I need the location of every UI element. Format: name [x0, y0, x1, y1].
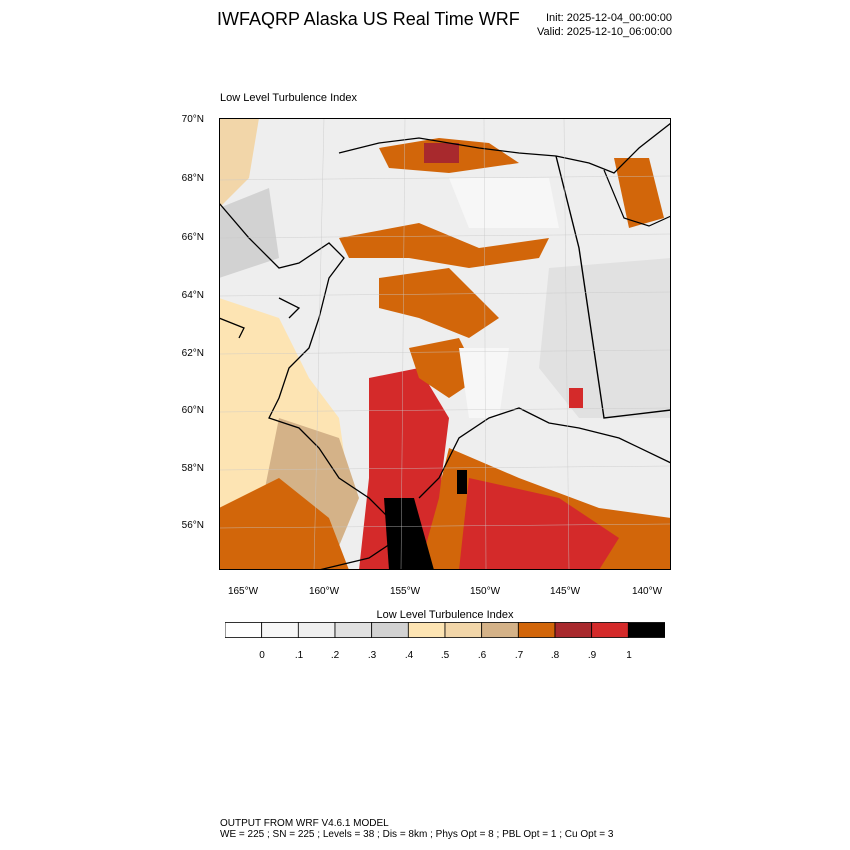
colorbar-label: .8	[550, 650, 560, 661]
colorbar-swatch	[334, 622, 373, 638]
red-spot-east	[569, 388, 583, 408]
colorbar-swatch	[261, 622, 299, 638]
tan-region-nw	[219, 118, 259, 208]
colorbar-swatch	[554, 622, 593, 638]
colorbar-swatch	[517, 622, 556, 638]
colorbar-label: 0	[259, 650, 265, 661]
colorbar-swatch	[591, 622, 629, 638]
black-spot	[457, 470, 467, 494]
colorbar-swatch	[225, 622, 263, 638]
colorbar-label: .5	[440, 650, 450, 661]
lat-label: 62°N	[181, 348, 204, 359]
footer-config: WE = 225 ; SN = 225 ; Levels = 38 ; Dis …	[220, 829, 614, 840]
orange-streak-yukon	[614, 158, 664, 228]
colorbar-swatch	[444, 622, 483, 638]
colorbar-label: .3	[367, 650, 377, 661]
lon-label: 165°W	[227, 586, 259, 597]
init-time: Init: 2025-12-04_00:00:00	[546, 12, 672, 24]
light-patch-central	[459, 348, 509, 418]
colorbar-label: .7	[514, 650, 524, 661]
colorbar-label: .9	[587, 650, 597, 661]
border-line-yukon-nwt	[603, 169, 671, 227]
turbulence-map	[219, 118, 671, 570]
colorbar-swatch	[297, 622, 336, 638]
map-frame	[219, 118, 671, 570]
lon-label: 160°W	[308, 586, 340, 597]
lat-label: 60°N	[181, 405, 204, 416]
lat-label: 64°N	[181, 290, 204, 301]
black-max-region	[384, 498, 434, 570]
colorbar-label: .2	[330, 650, 340, 661]
graticule	[219, 118, 671, 570]
red-region-cook-inlet	[359, 368, 449, 570]
footer-model: OUTPUT FROM WRF V4.6.1 MODEL	[220, 818, 389, 829]
colorbar-label: 1	[626, 650, 632, 661]
lon-label: 140°W	[631, 586, 663, 597]
field-subtitle: Low Level Turbulence Index	[220, 92, 357, 104]
lon-label: 155°W	[389, 586, 421, 597]
orange-region-sw	[219, 478, 349, 570]
orange-streak-mid	[339, 223, 549, 268]
lon-label: 145°W	[549, 586, 581, 597]
plot-title: IWFAQRP Alaska US Real Time WRF	[217, 9, 520, 29]
gray-region-nw	[219, 188, 279, 278]
colorbar	[225, 622, 665, 638]
lat-label: 66°N	[181, 232, 204, 243]
colorbar-swatch	[481, 622, 519, 638]
darkred-streak-north	[424, 143, 459, 163]
border-line-us-canada	[555, 155, 671, 419]
colorbar-label: .6	[477, 650, 487, 661]
colorbar-title: Low Level Turbulence Index	[376, 609, 514, 621]
colorbar-swatch	[627, 622, 665, 638]
colorbar-label: .4	[404, 650, 414, 661]
coastline	[219, 122, 671, 570]
light-patch-north	[449, 178, 559, 228]
colorbar-swatch	[407, 622, 446, 638]
lat-label: 58°N	[181, 463, 204, 474]
lat-label: 68°N	[181, 173, 204, 184]
orange-streak-alaska-range	[379, 268, 499, 338]
red-region-gulf	[459, 478, 619, 570]
gray-region-east	[539, 258, 671, 418]
lon-label: 150°W	[469, 586, 501, 597]
lat-label: 70°N	[181, 114, 204, 125]
lat-label: 56°N	[181, 520, 204, 531]
valid-time: Valid: 2025-12-10_06:00:00	[537, 26, 672, 38]
colorbar-swatch	[371, 622, 409, 638]
colorbar-label: .1	[294, 650, 304, 661]
